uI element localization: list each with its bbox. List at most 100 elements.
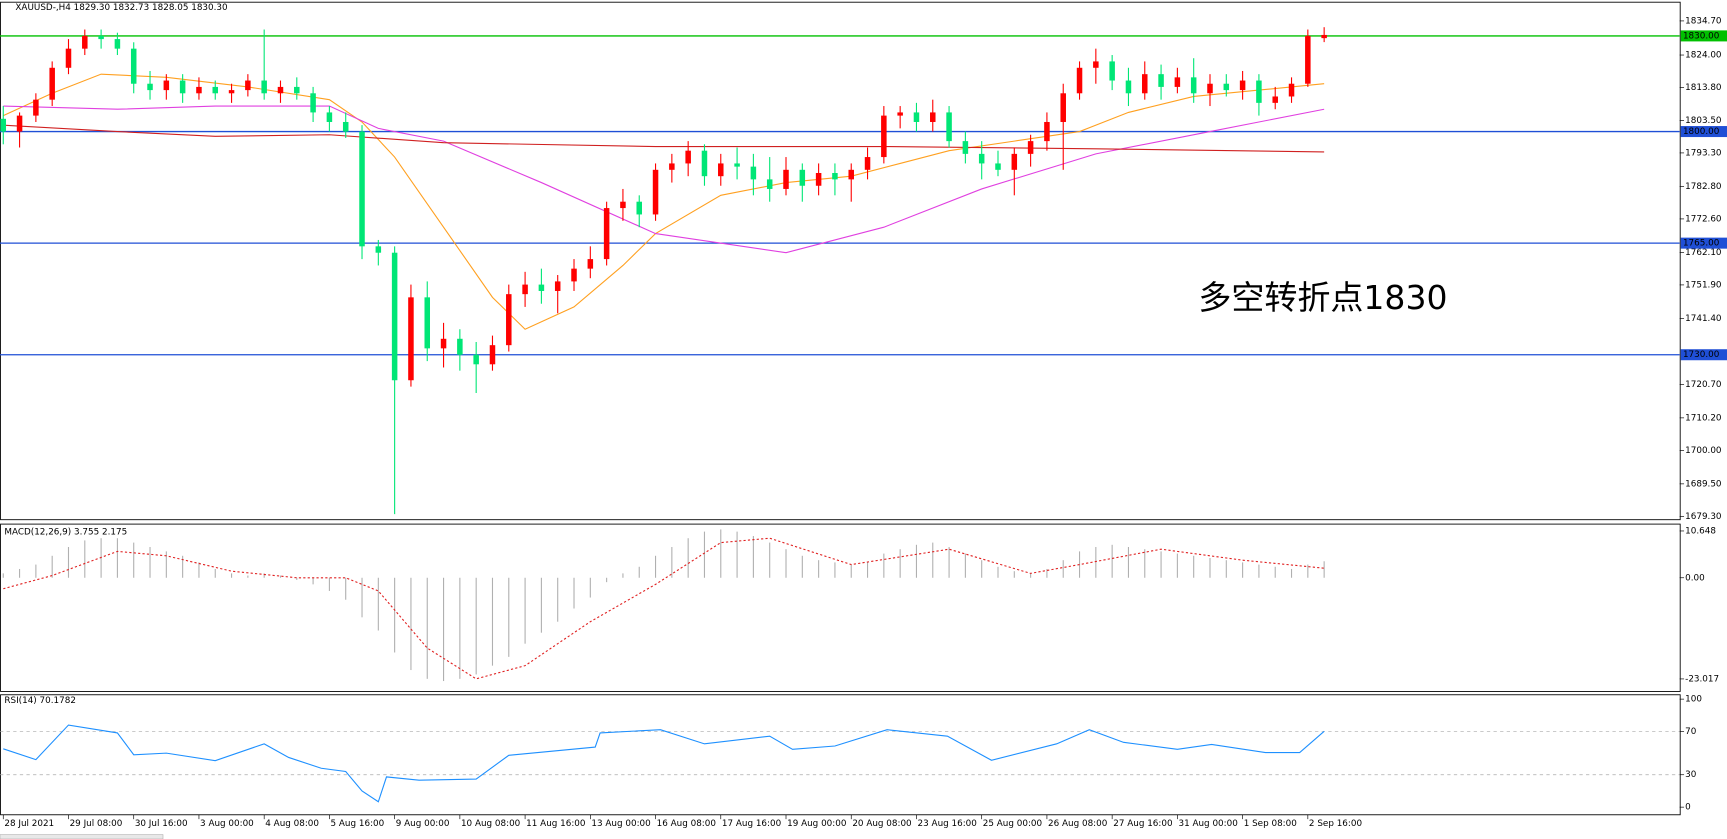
candle-body xyxy=(98,35,104,40)
candle-body xyxy=(750,166,757,180)
x-tick-label: 26 Aug 08:00 xyxy=(1048,819,1108,829)
x-tick-label: 9 Aug 00:00 xyxy=(396,819,450,829)
x-tick-label: 31 Aug 00:00 xyxy=(1178,819,1238,829)
candle-body xyxy=(946,112,952,142)
candle-body xyxy=(16,115,23,132)
candle-body xyxy=(1239,80,1246,91)
candle-body xyxy=(130,48,137,84)
price-label-box xyxy=(1680,237,1727,249)
x-tick-label: 4 Aug 08:00 xyxy=(265,819,319,829)
candle-body xyxy=(1125,80,1132,94)
y-tick-label: 1679.30 xyxy=(1685,512,1722,522)
candle-body xyxy=(554,281,561,291)
candle-body xyxy=(913,112,920,122)
y-tick-label: 1700.00 xyxy=(1685,446,1722,456)
candle-body xyxy=(489,345,496,365)
y-tick-label: 10.648 xyxy=(1685,526,1716,536)
candle-body xyxy=(147,83,153,91)
price-label-box xyxy=(1680,349,1727,361)
candle-body xyxy=(1305,35,1311,84)
candle-body xyxy=(701,150,708,177)
candle-body xyxy=(897,112,903,116)
x-tick-label: 17 Aug 16:00 xyxy=(722,819,782,829)
candle-body xyxy=(310,93,316,113)
candle-body xyxy=(962,141,969,154)
price-label: 1800.00 xyxy=(1683,127,1720,137)
candle-body xyxy=(0,118,7,132)
candle-body xyxy=(212,86,219,94)
candle-body xyxy=(375,246,382,253)
rsi-title: RSI(14) 70.1782 xyxy=(4,696,76,706)
y-tick-label: 1741.40 xyxy=(1685,314,1722,324)
panel-border xyxy=(0,694,1681,816)
y-tick-label: 0 xyxy=(1685,803,1691,813)
candle-body xyxy=(930,112,936,122)
price-label: 1830.00 xyxy=(1683,31,1720,41)
candle-body xyxy=(506,294,512,346)
candle-body xyxy=(669,163,675,170)
candle-body xyxy=(179,80,186,94)
y-tick-label: 1834.70 xyxy=(1685,16,1722,26)
x-tick-label: 13 Aug 00:00 xyxy=(591,819,651,829)
candle-body xyxy=(734,163,740,167)
candle-body xyxy=(783,169,789,189)
y-tick-label: 1793.30 xyxy=(1685,148,1722,158)
candle-body xyxy=(718,163,724,177)
y-tick-label: 1751.90 xyxy=(1685,280,1722,290)
candle-body xyxy=(228,90,235,94)
candle-body xyxy=(1190,77,1197,94)
candle-body xyxy=(522,284,528,295)
y-tick-label: -23.017 xyxy=(1685,674,1719,684)
tab xyxy=(0,834,164,839)
candle-body xyxy=(440,338,447,349)
x-tick-label: 2 Sep 16:00 xyxy=(1309,819,1363,829)
candle-body xyxy=(1093,61,1099,68)
x-tick-label: 1 Sep 08:00 xyxy=(1244,819,1298,829)
x-tick-label: 5 Aug 16:00 xyxy=(331,819,385,829)
candle-body xyxy=(65,48,72,68)
candle-body xyxy=(1256,80,1262,103)
candle-body xyxy=(978,153,985,164)
candle-body xyxy=(424,297,431,349)
candle-body xyxy=(685,150,691,164)
candle-body xyxy=(326,112,333,122)
price-label: 1765.00 xyxy=(1683,239,1720,249)
candle-body xyxy=(457,338,463,355)
macd-title: MACD(12,26,9) 3.755 2.175 xyxy=(4,527,127,537)
candle-body xyxy=(1109,61,1115,81)
candle-body xyxy=(1321,34,1327,39)
candle-body xyxy=(1044,121,1050,142)
candle-body xyxy=(848,169,854,180)
x-tick-label: 28 Jul 2021 xyxy=(4,819,54,829)
x-tick-label: 30 Jul 16:00 xyxy=(135,819,188,829)
candle-body xyxy=(652,169,659,215)
candle-body xyxy=(1207,83,1213,94)
candle-body xyxy=(636,201,642,215)
candle-body xyxy=(1142,74,1148,94)
x-tick-label: 27 Aug 16:00 xyxy=(1113,819,1173,829)
candle-body xyxy=(766,179,773,189)
price-label: 1730.00 xyxy=(1683,350,1720,360)
candle-body xyxy=(294,86,300,94)
x-tick-label: 20 Aug 08:00 xyxy=(852,819,912,829)
x-tick-label: 29 Jul 08:00 xyxy=(70,819,123,829)
candle-body xyxy=(864,157,871,170)
candle-body xyxy=(1060,93,1066,122)
candle-body xyxy=(1288,83,1295,97)
x-tick-label: 10 Aug 08:00 xyxy=(461,819,521,829)
annotation: 多空转折点1830 xyxy=(1198,278,1447,317)
x-tick-label: 11 Aug 16:00 xyxy=(526,819,586,829)
moving-average xyxy=(3,124,1325,153)
candle-body xyxy=(245,80,251,91)
y-tick-label: 1689.50 xyxy=(1685,479,1722,489)
candle-body xyxy=(33,99,39,116)
y-tick-label: 100 xyxy=(1685,695,1702,705)
x-tick-label: 16 Aug 08:00 xyxy=(657,819,717,829)
y-tick-label: 1710.20 xyxy=(1685,413,1722,423)
candle-body xyxy=(815,172,822,186)
candle-body xyxy=(391,252,398,381)
candle-body xyxy=(538,284,545,291)
